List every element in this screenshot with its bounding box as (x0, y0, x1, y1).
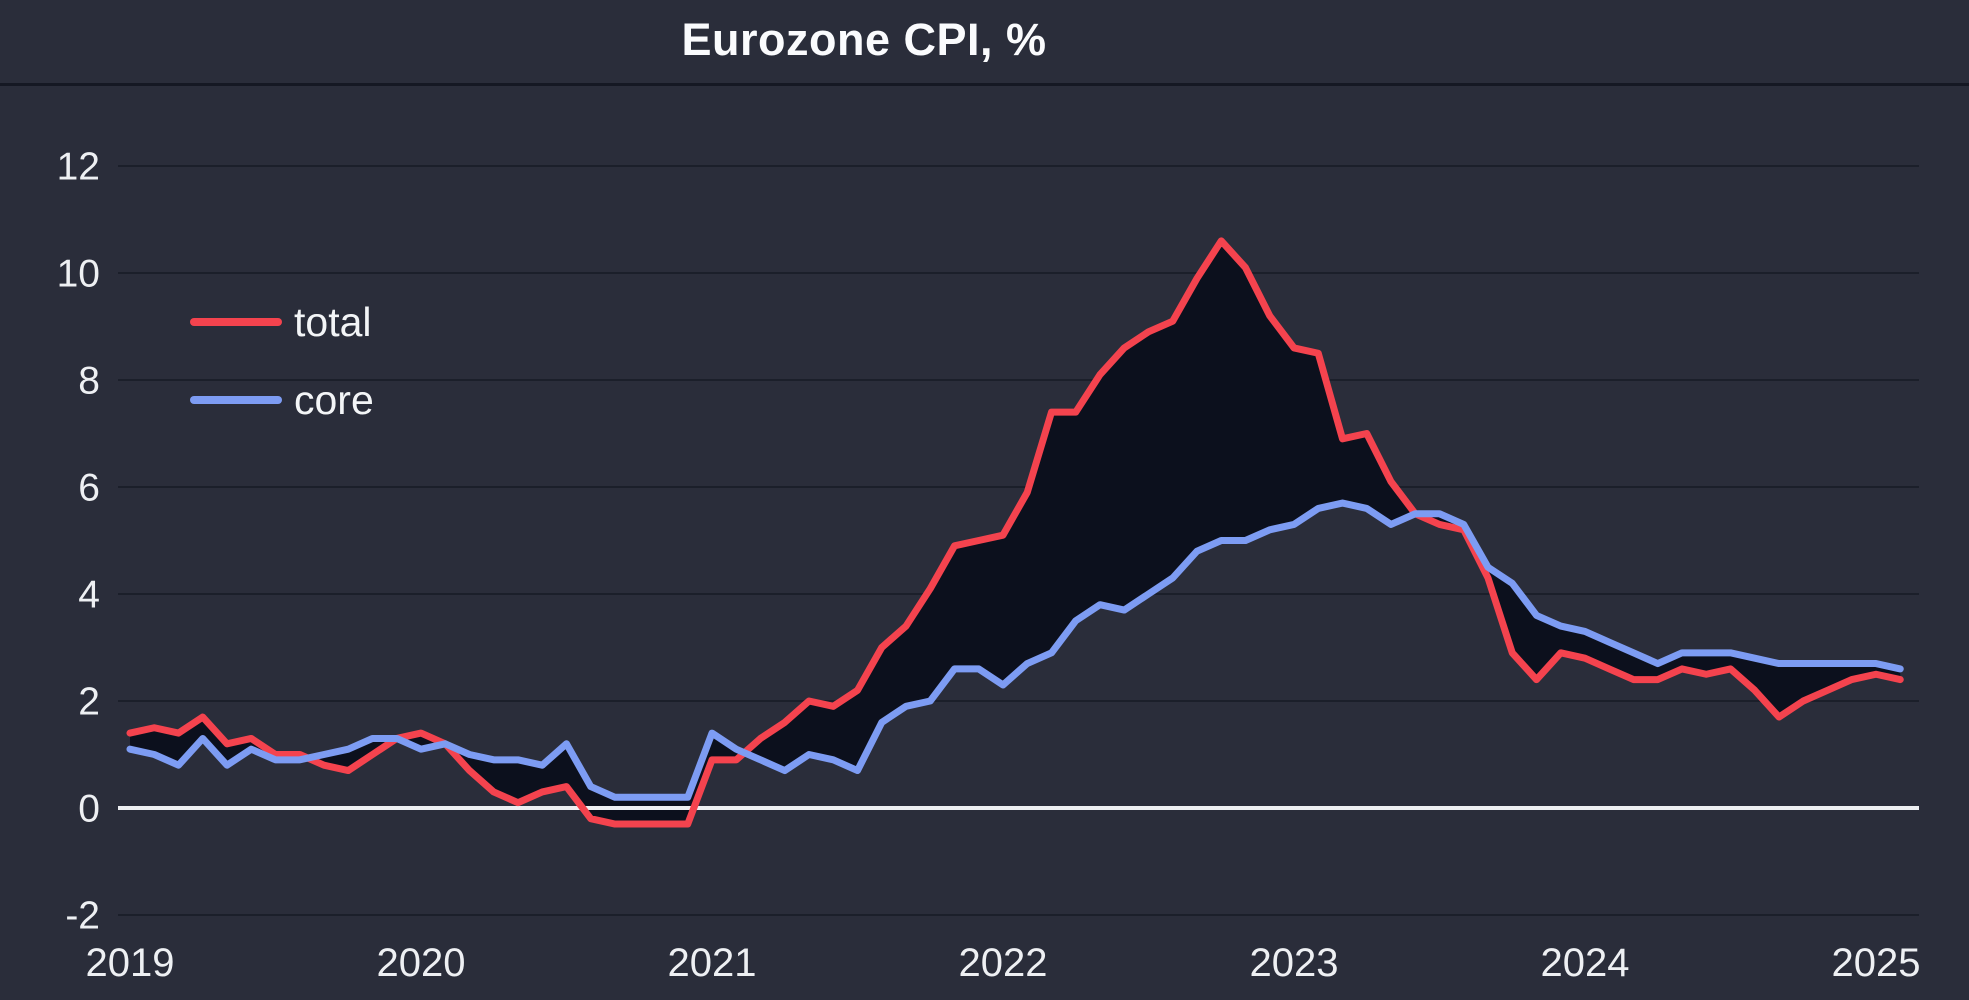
x-tick-label-2022: 2022 (959, 941, 1048, 985)
legend: total core (190, 283, 374, 439)
x-tick-label-2021: 2021 (668, 941, 757, 985)
y-tick-label-2: 2 (78, 681, 100, 724)
y-tick-label-6: 6 (78, 467, 100, 510)
core-line (126, 499, 1904, 801)
legend-label-core: core (294, 376, 374, 423)
y-tick-label-0: 0 (78, 788, 100, 831)
header-divider (0, 83, 1969, 86)
core-line-swatch (190, 396, 282, 404)
band-fill (130, 240, 1901, 825)
y-tick-label-10: 10 (57, 253, 100, 296)
legend-item-total[interactable]: total (190, 283, 374, 361)
y-tick-label-8: 8 (78, 360, 100, 403)
x-tick-label-2019: 2019 (86, 941, 175, 985)
x-tick-label-2025: 2025 (1832, 941, 1921, 985)
total-line-swatch (190, 318, 282, 326)
chart-title: Eurozone CPI, % (681, 14, 1047, 65)
y-tick-label-4: 4 (78, 574, 100, 617)
y-tick-label--2: -2 (65, 895, 100, 938)
legend-label-total: total (294, 298, 372, 345)
x-tick-label-2024: 2024 (1541, 941, 1630, 985)
x-tick-label-2020: 2020 (377, 941, 466, 985)
total-line (126, 237, 1904, 828)
legend-item-core[interactable]: core (190, 361, 374, 439)
x-tick-label-2023: 2023 (1250, 941, 1339, 985)
y-tick-label-12: 12 (57, 146, 100, 189)
